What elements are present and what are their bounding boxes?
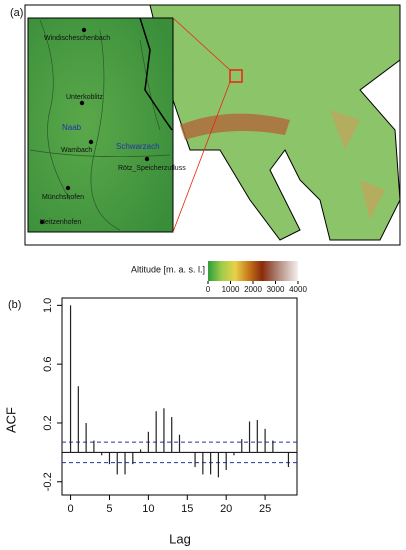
colorbar-ticks: 0 1000 2000 3000 4000 — [206, 281, 307, 294]
border — [139, 17, 173, 131]
colorbar — [208, 261, 298, 281]
place-point — [39, 219, 45, 225]
colorbar-label: Altitude [m. a. s. l.] — [131, 264, 205, 274]
place-label: Heitzenhofen — [40, 219, 81, 226]
place-label: Unterkoblitz — [66, 94, 103, 101]
zoom-line — [172, 81, 231, 233]
alps — [180, 113, 290, 140]
place-point — [79, 100, 85, 106]
study-area-box — [229, 69, 243, 83]
place-label: Wambach — [61, 147, 92, 154]
plot-frame — [61, 297, 298, 496]
y-tick-label: 0.6 — [42, 357, 54, 372]
x-axis-label: Lag — [169, 531, 191, 546]
y-tick-label: 1.0 — [42, 298, 54, 313]
x-tick-label: 5 — [106, 503, 112, 515]
y-tick-label: 0.2 — [42, 415, 54, 430]
colorbar-tick-label: 2000 — [244, 285, 262, 294]
panel-label: (b) — [8, 299, 21, 311]
colorbar-tick-label: 3000 — [267, 285, 285, 294]
x-tick-label: 25 — [259, 503, 271, 515]
place-label: Windischeschenbach — [44, 35, 110, 42]
x-tick-label: 15 — [181, 503, 193, 515]
x-tick-label: 10 — [142, 503, 154, 515]
colorbar-tick-label: 0 — [206, 285, 211, 294]
place-point — [144, 156, 150, 162]
panel-label: (a) — [10, 7, 23, 19]
zoom-line — [172, 17, 231, 71]
colorbar-tick-label: 1000 — [222, 285, 240, 294]
chart: 0 5 10 15 20 25 -0.2 0.2 0.6 1.0 — [42, 298, 297, 515]
river-label: Naab — [62, 123, 82, 132]
y-axis-label: ACF — [3, 407, 18, 433]
x-tick-label: 0 — [67, 503, 73, 515]
place-point — [65, 185, 71, 191]
places: Windischeschenbach Unterkoblitz Wambach Röt… — [39, 27, 186, 226]
x-tick-label: 20 — [220, 503, 232, 515]
rivers-lines — [29, 19, 171, 231]
place-label: Rötz_Speicherzufluss — [118, 165, 186, 172]
river-label: Schwarzach — [116, 142, 160, 151]
y-tick-label: -0.2 — [42, 472, 54, 491]
colorbar-tick-label: 4000 — [289, 285, 307, 294]
place-point — [81, 27, 87, 33]
mountains — [330, 110, 385, 220]
place-label: Münchshofen — [42, 194, 84, 201]
place-point — [88, 139, 94, 145]
